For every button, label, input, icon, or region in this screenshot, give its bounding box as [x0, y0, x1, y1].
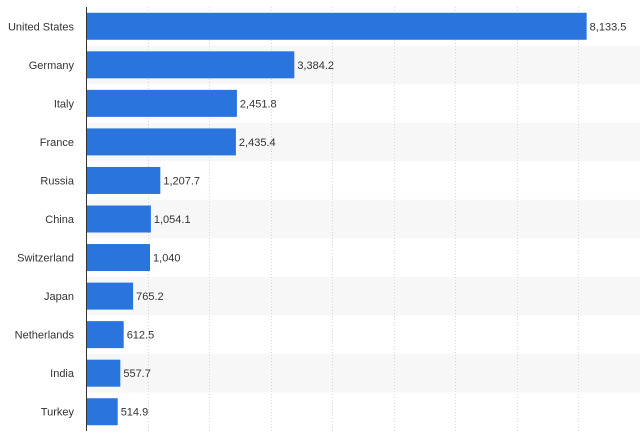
bar: [86, 12, 587, 40]
category-label: Russia: [40, 175, 75, 187]
row-band: [86, 353, 640, 393]
bar: [86, 128, 236, 156]
value-label: 8,133.5: [590, 21, 627, 33]
category-label: Turkey: [41, 407, 75, 419]
value-label: 514.9: [121, 407, 149, 419]
bars: [86, 12, 587, 426]
bar: [86, 321, 124, 349]
value-label: 557.7: [123, 368, 151, 380]
category-label: Netherlands: [15, 330, 75, 342]
bar: [86, 398, 118, 426]
category-label: United States: [8, 21, 75, 33]
category-label: Italy: [54, 98, 75, 110]
category-label: Germany: [29, 60, 75, 72]
bar: [86, 51, 295, 79]
value-label: 1,054.1: [154, 214, 191, 226]
category-label: India: [50, 368, 75, 380]
category-label: France: [40, 137, 74, 149]
value-label: 1,040: [153, 253, 181, 265]
bar: [86, 359, 121, 387]
row-bands: [86, 45, 640, 393]
value-label: 2,451.8: [240, 98, 277, 110]
row-band: [86, 276, 640, 316]
bar: [86, 244, 151, 272]
category-label: Switzerland: [17, 253, 74, 265]
bar: [86, 166, 161, 194]
value-label: 1,207.7: [163, 175, 200, 187]
category-labels: United States Germany Italy France Russia Chi…: [8, 21, 75, 418]
value-label: 3,384.2: [297, 60, 334, 72]
bar: [86, 205, 151, 233]
bar: [86, 282, 134, 310]
value-label: 612.5: [127, 330, 155, 342]
value-label: 2,435.4: [239, 137, 276, 149]
category-label: Japan: [44, 291, 74, 303]
value-label: 765.2: [136, 291, 164, 303]
category-label: China: [45, 214, 75, 226]
row-band: [86, 199, 640, 239]
bar: [86, 89, 237, 117]
value-labels: 8,133.5 3,384.2 2,451.8 2,435.4 1,207.7 1,054…: [121, 21, 627, 418]
